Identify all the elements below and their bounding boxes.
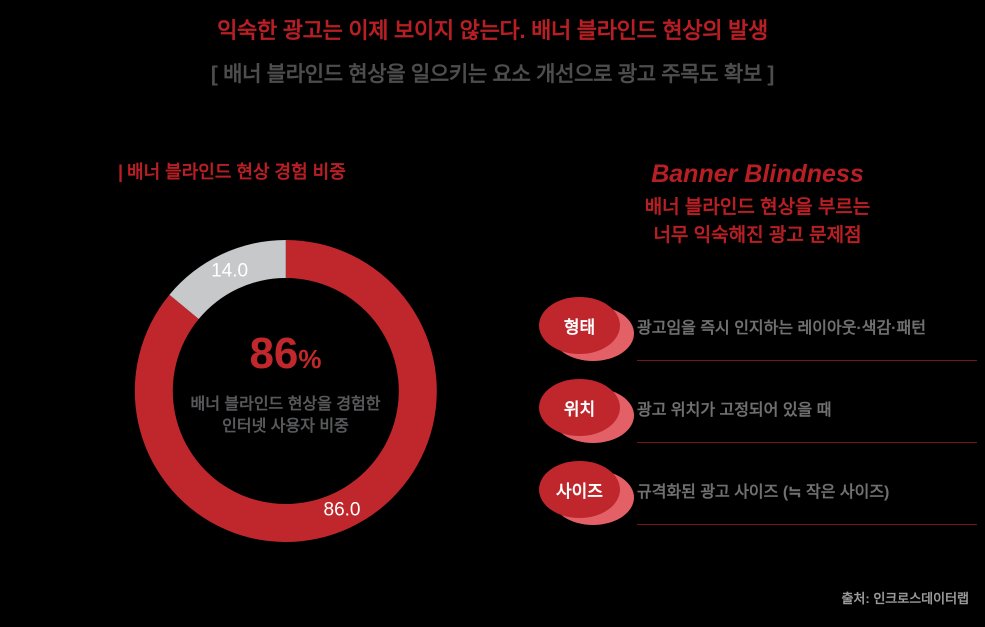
svg-text:14.0: 14.0: [211, 261, 248, 282]
svg-text:86.0: 86.0: [324, 499, 361, 520]
